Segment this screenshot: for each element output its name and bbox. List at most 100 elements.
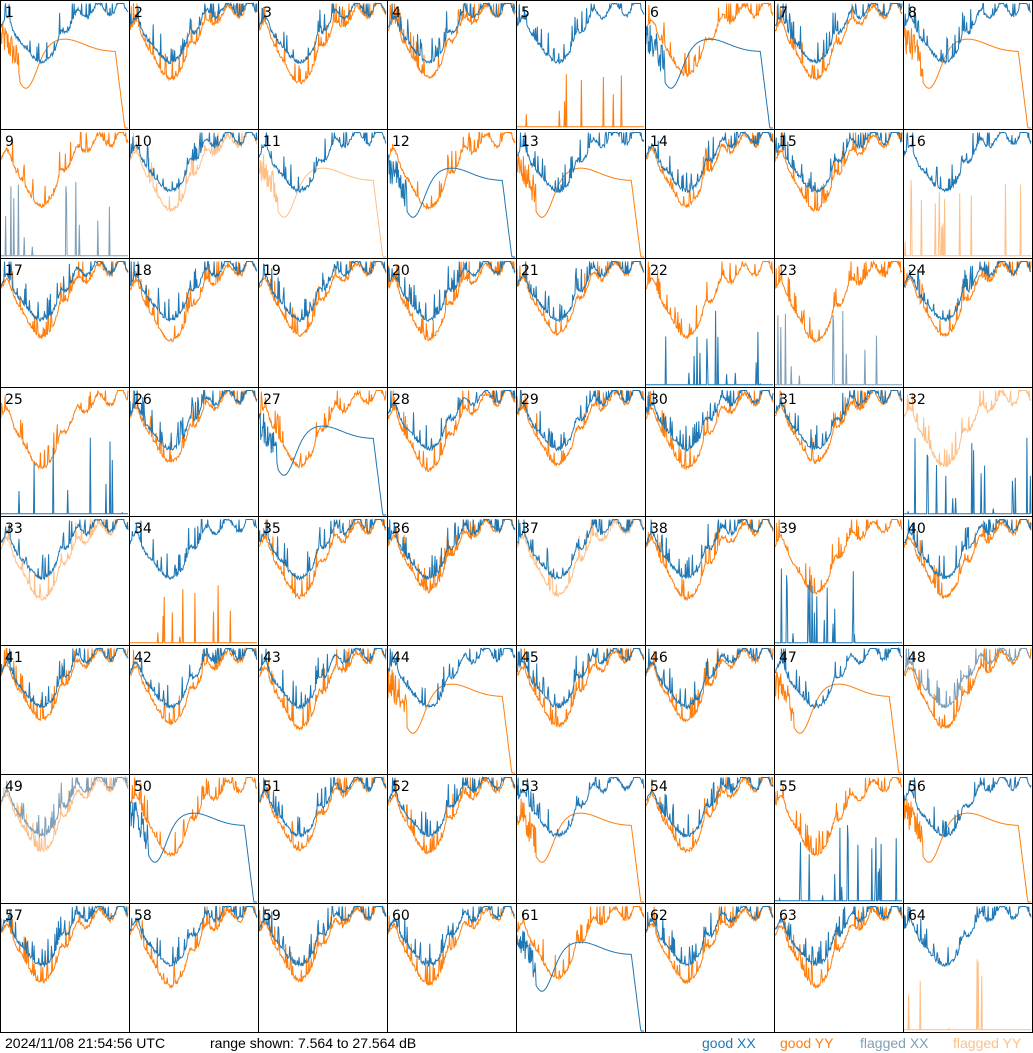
panel-label: 23 <box>779 263 797 279</box>
panel-label: 44 <box>392 650 410 666</box>
legend-good-xx: good XX <box>702 1035 756 1051</box>
series-good-xx <box>516 930 644 1032</box>
series-good-yy <box>516 647 645 728</box>
series-good-xx <box>775 568 902 644</box>
panel-7: 7 <box>774 0 904 130</box>
panel-32: 32 <box>903 387 1033 517</box>
series-good-xx <box>387 905 516 967</box>
series-good-yy <box>129 646 258 726</box>
panel-23: 23 <box>774 258 904 388</box>
series-good-xx <box>645 518 774 580</box>
panel-label: 16 <box>908 134 926 150</box>
panel-63: 63 <box>774 903 904 1033</box>
series-good-xx <box>645 775 774 839</box>
panel-30: 30 <box>645 387 775 517</box>
series-good-xx <box>516 389 645 452</box>
series-good-xx <box>774 905 903 966</box>
series-good-yy <box>903 519 1032 600</box>
panel-60: 60 <box>387 903 517 1033</box>
series-flagged-yy <box>516 518 645 599</box>
series-good-yy <box>645 259 774 341</box>
panel-47: 47 <box>774 645 904 775</box>
panel-label: 61 <box>521 908 539 924</box>
panel-label: 37 <box>521 521 539 537</box>
panel-33: 33 <box>0 516 130 646</box>
series-good-xx <box>0 260 129 322</box>
timestamp: 2024/11/08 21:54:56 UTC <box>5 1035 166 1051</box>
panel-58: 58 <box>129 903 259 1033</box>
series-good-xx <box>516 3 645 65</box>
series-good-xx <box>129 131 258 193</box>
panel-label: 21 <box>521 263 539 279</box>
series-good-xx <box>645 905 774 967</box>
series-good-xx <box>258 776 387 839</box>
series-good-yy <box>387 518 516 594</box>
series-good-yy <box>774 3 903 81</box>
series-good-xx <box>903 776 1032 838</box>
panel-label: 56 <box>908 779 926 795</box>
panel-label: 47 <box>779 650 797 666</box>
series-good-yy <box>387 667 515 774</box>
series-good-yy <box>129 905 258 990</box>
series-good-xx <box>774 131 903 194</box>
series-good-xx <box>0 518 129 581</box>
legend-good-yy: good YY <box>780 1035 834 1051</box>
panel-label: 30 <box>650 392 668 408</box>
series-good-xx <box>387 389 516 452</box>
panel-35: 35 <box>258 516 388 646</box>
panel-label: 32 <box>908 392 926 408</box>
series-good-xx <box>0 905 129 968</box>
panel-51: 51 <box>258 774 388 904</box>
range-shown: range shown: 7.564 to 27.564 dB <box>210 1035 417 1051</box>
series-good-yy <box>0 646 129 722</box>
panel-34: 34 <box>129 516 259 646</box>
series-good-xx <box>258 130 387 194</box>
panel-1: 1 <box>0 0 130 130</box>
series-good-yy <box>517 905 645 982</box>
series-good-yy <box>645 389 774 471</box>
series-good-yy <box>387 776 516 855</box>
footer: 2024/11/08 21:54:56 UTC range shown: 7.5… <box>0 1033 1033 1053</box>
panel-39: 39 <box>774 516 904 646</box>
panel-46: 46 <box>645 645 775 775</box>
series-good-xx <box>516 777 645 839</box>
panel-55: 55 <box>774 774 904 904</box>
panel-label: 3 <box>263 5 272 21</box>
series-good-yy <box>516 798 644 903</box>
panel-label: 13 <box>521 134 539 150</box>
series-good-xx <box>904 437 1032 515</box>
series-good-xx <box>0 2 129 65</box>
panel-label: 63 <box>779 908 797 924</box>
series-good-yy <box>258 2 387 85</box>
series-good-yy <box>387 2 516 79</box>
panel-frame <box>774 0 904 130</box>
panel-label: 40 <box>908 521 926 537</box>
series-good-yy <box>645 647 774 722</box>
series-flagged-xx <box>903 646 1032 709</box>
panel-56: 56 <box>903 774 1033 904</box>
panel-label: 64 <box>908 908 926 924</box>
panel-16: 16 <box>903 129 1033 259</box>
series-good-yy <box>387 132 516 211</box>
panel-label: 17 <box>5 263 23 279</box>
series-flagged-yy <box>904 959 1031 1031</box>
panel-3: 3 <box>258 0 388 130</box>
series-good-xx <box>387 776 516 838</box>
panel-label: 18 <box>134 263 152 279</box>
series-good-xx <box>0 647 129 709</box>
series-good-yy <box>774 259 903 344</box>
panel-37: 37 <box>516 516 646 646</box>
panel-label: 14 <box>650 134 668 150</box>
panel-frame <box>129 0 259 130</box>
panel-20: 20 <box>387 258 517 388</box>
panel-50: 50 <box>129 774 259 904</box>
panel-label: 42 <box>134 650 152 666</box>
series-good-xx <box>387 260 516 322</box>
panel-label: 55 <box>779 779 797 795</box>
series-good-xx <box>258 518 387 581</box>
panel-29: 29 <box>516 387 646 517</box>
panel-label: 20 <box>392 263 410 279</box>
panel-31: 31 <box>774 387 904 517</box>
series-good-xx <box>903 131 1032 193</box>
series-good-yy <box>517 74 644 128</box>
